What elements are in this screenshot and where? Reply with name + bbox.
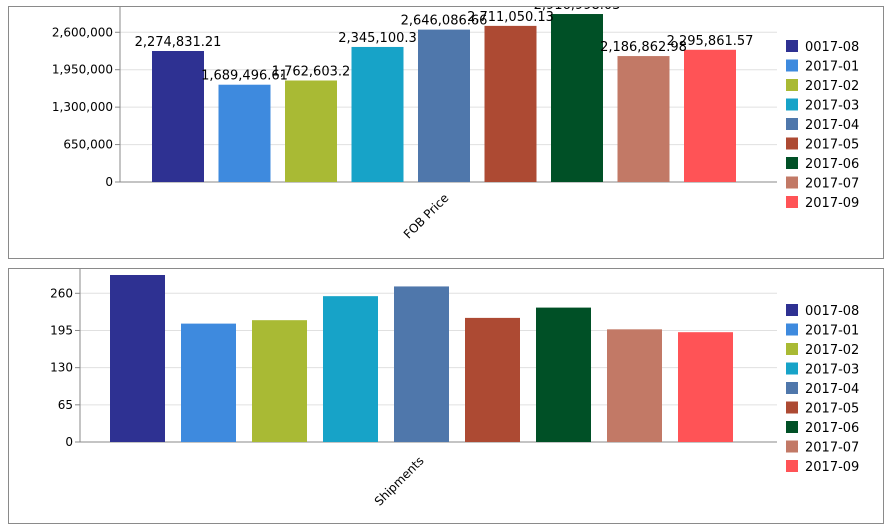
legend-item-2017-07[interactable]: 2017-07 (786, 176, 859, 192)
bar-2017-02[interactable] (285, 80, 337, 182)
y-tick-label: 65 (58, 398, 73, 412)
bar-2017-06[interactable] (536, 307, 591, 442)
y-tick-label: 0 (65, 435, 73, 449)
y-tick-label: 2,600,000 (52, 25, 113, 39)
legend-swatch (786, 137, 798, 150)
legend-label: 2017-09 (805, 196, 859, 211)
legend-item-2017-02[interactable]: 2017-02 (786, 343, 859, 358)
legend-item-0017-08[interactable]: 0017-08 (786, 40, 859, 55)
bar-2017-05[interactable] (484, 25, 537, 183)
legend-label: 2017-09 (805, 460, 859, 475)
fob-price-chart: 2,600,000 1,950,000 1,300,000 650,000 0 2,274… (52, 7, 859, 242)
legend-item-2017-05[interactable]: 2017-05 (786, 401, 859, 417)
bar-2017-01[interactable] (181, 323, 236, 442)
bar-2017-07[interactable] (607, 329, 662, 442)
data-label-2017-09: 2,295,861.57 (667, 34, 754, 49)
y-tick-label: 260 (50, 286, 73, 300)
legend-item-2017-05[interactable]: 2017-05 (786, 137, 859, 153)
legend-item-2017-07[interactable]: 2017-07 (786, 440, 859, 456)
legend-label: 2017-04 (805, 382, 859, 397)
legend-label: 2017-07 (805, 441, 859, 456)
y-tick-label: 1,950,000 (52, 63, 113, 77)
legend-swatch (786, 382, 798, 394)
fob-price-chart-panel: 2,600,000 1,950,000 1,300,000 650,000 0 2,274… (8, 6, 884, 259)
bar-2017-07[interactable] (617, 56, 670, 182)
legend-swatch (786, 157, 798, 169)
legend-label: 2017-05 (805, 402, 859, 417)
bar-0017-08[interactable] (110, 274, 165, 442)
legend-swatch (786, 118, 798, 130)
legend-item-2017-09[interactable]: 2017-09 (786, 460, 859, 475)
legend-item-2017-01[interactable]: 2017-01 (786, 323, 859, 339)
shipments-chart: 260 195 130 65 0 Shipments 0017-08 2017-01 2017-… (50, 269, 859, 509)
bar-2017-09[interactable] (684, 49, 736, 182)
data-label-2017-07: 2,186,862.98 (600, 40, 687, 55)
data-label-2017-03: 2,345,100.3 (338, 31, 417, 46)
legend-swatch (786, 176, 798, 189)
legend-label: 2017-02 (805, 343, 859, 358)
legend-swatch (786, 362, 798, 375)
legend-swatch (786, 59, 798, 72)
legend-item-2017-03[interactable]: 2017-03 (786, 362, 859, 378)
legend-label: 2017-01 (805, 324, 859, 339)
legend-swatch (786, 79, 798, 91)
x-category-label: FOB Price (401, 191, 452, 242)
legend-item-2017-04[interactable]: 2017-04 (786, 118, 859, 133)
legend-swatch (786, 460, 798, 472)
legend-label: 2017-04 (805, 118, 859, 133)
legend-label: 0017-08 (805, 304, 859, 319)
legend-item-2017-06[interactable]: 2017-06 (786, 157, 859, 172)
legend-swatch (786, 304, 798, 316)
data-label-2017-05: 2,711,050.13 (467, 10, 554, 25)
legend-swatch (786, 343, 798, 355)
bar-2017-03[interactable] (351, 46, 404, 182)
legend-label: 2017-03 (805, 99, 859, 114)
legend-item-2017-04[interactable]: 2017-04 (786, 382, 859, 397)
bar-2017-05[interactable] (465, 317, 520, 442)
y-tick-label: 1,300,000 (52, 100, 113, 114)
x-category-label: Shipments (372, 454, 427, 509)
data-label-2017-04: 2,646,086.66 (401, 14, 488, 29)
legend-label: 2017-01 (805, 60, 859, 75)
legend-label: 2017-02 (805, 79, 859, 94)
legend-swatch (786, 421, 798, 433)
data-label-2017-01: 1,689,496.61 (201, 69, 288, 84)
legend-swatch (786, 196, 798, 208)
data-label-2017-02: 1,762,603.2 (272, 64, 351, 79)
legend-swatch (786, 323, 798, 336)
legend-label: 0017-08 (805, 40, 859, 55)
bar-2017-04[interactable] (394, 286, 449, 442)
legend-item-2017-02[interactable]: 2017-02 (786, 79, 859, 94)
bar-2017-09[interactable] (678, 332, 733, 442)
data-label-0017-08: 2,274,831.21 (135, 35, 222, 50)
legend-swatch (786, 440, 798, 453)
y-tick-label: 195 (50, 323, 73, 337)
bar-2017-06[interactable] (551, 14, 603, 182)
y-tick-label: 0 (105, 175, 113, 189)
legend-label: 2017-06 (805, 421, 859, 436)
legend-swatch (786, 401, 798, 414)
bar-2017-01[interactable] (218, 84, 271, 182)
y-tick-label: 650,000 (63, 138, 113, 152)
legend-item-2017-06[interactable]: 2017-06 (786, 421, 859, 436)
legend-swatch (786, 40, 798, 52)
legend-item-2017-03[interactable]: 2017-03 (786, 98, 859, 114)
y-tick-label: 130 (50, 361, 73, 375)
shipments-chart-panel: 260 195 130 65 0 Shipments 0017-08 2017-01 2017-… (8, 268, 884, 524)
bar-2017-03[interactable] (323, 296, 378, 442)
legend-label: 2017-07 (805, 177, 859, 192)
legend-label: 2017-05 (805, 138, 859, 153)
bar-2017-04[interactable] (418, 29, 470, 183)
legend-label: 2017-03 (805, 363, 859, 378)
data-label-2017-06: 2,916,998.03 (534, 7, 621, 13)
bar-0017-08[interactable] (152, 51, 204, 182)
legend-item-2017-01[interactable]: 2017-01 (786, 59, 859, 75)
bar-2017-02[interactable] (252, 320, 307, 442)
legend-item-2017-09[interactable]: 2017-09 (786, 196, 859, 211)
legend-label: 2017-06 (805, 157, 859, 172)
legend-swatch (786, 98, 798, 111)
legend-item-0017-08[interactable]: 0017-08 (786, 304, 859, 319)
